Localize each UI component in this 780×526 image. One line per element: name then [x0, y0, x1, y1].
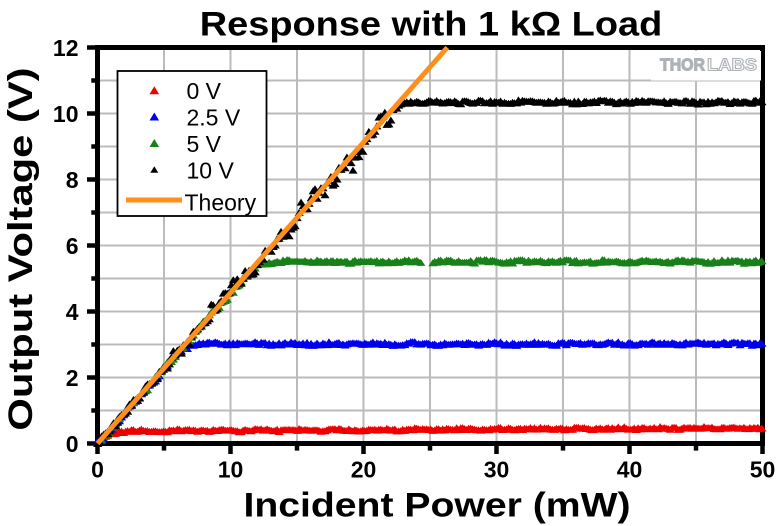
svg-text:0 V: 0 V — [187, 78, 222, 104]
svg-text:20: 20 — [351, 457, 377, 483]
svg-text:30: 30 — [484, 457, 510, 483]
svg-text:LABS: LABS — [707, 54, 757, 74]
svg-text:Response with 1 kΩ Load: Response with 1 kΩ Load — [200, 4, 663, 43]
svg-text:5 V: 5 V — [187, 131, 222, 157]
svg-text:0: 0 — [66, 431, 79, 457]
svg-text:THOR: THOR — [660, 54, 705, 74]
svg-text:4: 4 — [66, 299, 79, 325]
svg-text:0: 0 — [91, 457, 104, 483]
svg-text:Output Voltage (V): Output Voltage (V) — [1, 67, 40, 430]
svg-text:Incident Power (mW): Incident Power (mW) — [243, 486, 630, 524]
svg-text:12: 12 — [53, 35, 79, 61]
svg-text:2: 2 — [66, 365, 79, 391]
svg-text:2.5 V: 2.5 V — [187, 105, 241, 131]
svg-text:Theory: Theory — [185, 190, 257, 216]
svg-text:10 V: 10 V — [187, 158, 235, 184]
svg-text:10: 10 — [53, 101, 79, 127]
svg-text:6: 6 — [66, 233, 79, 259]
svg-text:10: 10 — [218, 457, 244, 483]
svg-text:50: 50 — [750, 457, 776, 483]
svg-text:8: 8 — [66, 167, 79, 193]
svg-text:40: 40 — [617, 457, 643, 483]
